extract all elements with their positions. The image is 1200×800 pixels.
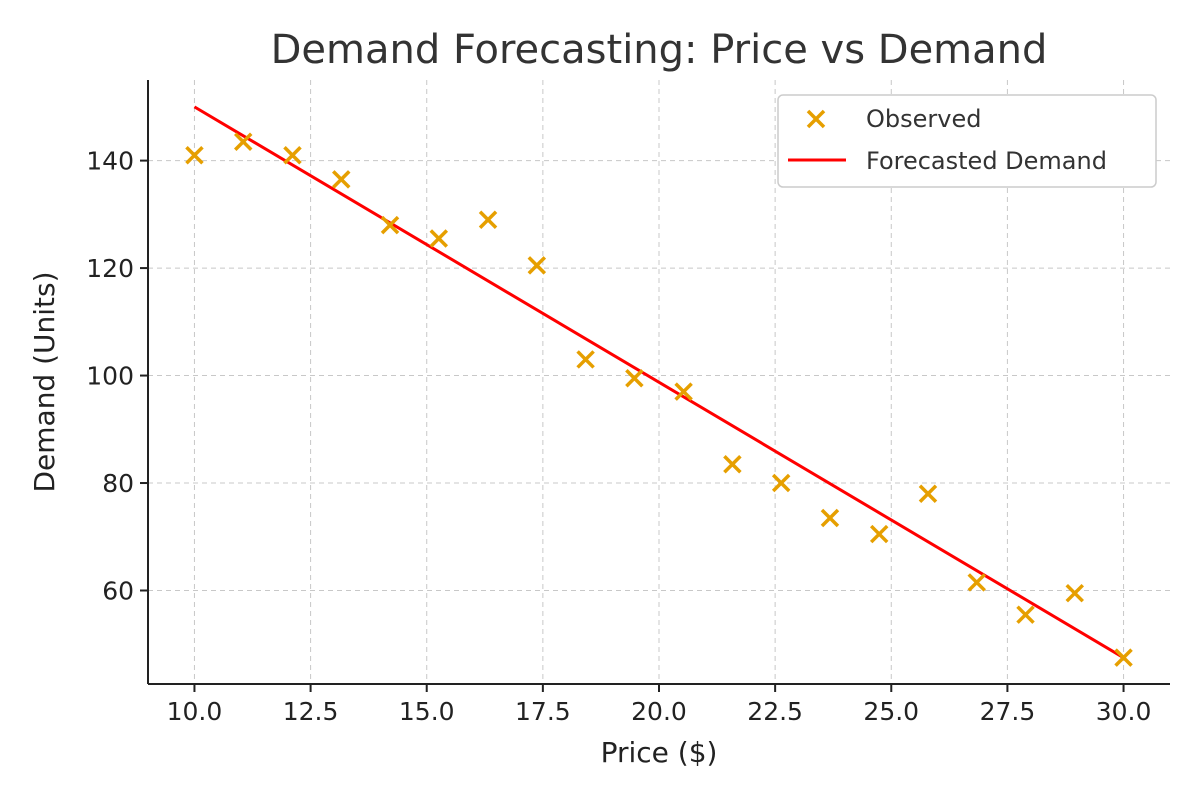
observed-point: [869, 524, 889, 544]
x-tick-label: 30.0: [1096, 697, 1152, 726]
x-tick-label: 12.5: [283, 697, 339, 726]
legend: Observed Forecasted Demand: [777, 94, 1157, 188]
observed-point: [233, 132, 253, 152]
observed-point: [967, 573, 986, 592]
observed-point: [380, 215, 400, 235]
observed-point: [332, 170, 351, 189]
x-tick-label: 27.5: [980, 697, 1036, 726]
ticks: 10.0 12.5 15.0 17.5 20.0 22.5 25.0 27.5 30.0 60 80…: [86, 147, 1151, 726]
y-axis-label: Demand (Units): [28, 271, 61, 492]
y-tick-label: 100: [86, 362, 134, 391]
x-tick-label: 20.0: [631, 697, 687, 726]
observed-point: [283, 145, 302, 165]
x-tick-label: 22.5: [747, 697, 803, 726]
x-tick-label: 17.5: [515, 697, 571, 726]
x-tick-label: 10.0: [167, 697, 223, 726]
y-tick-label: 120: [86, 254, 134, 283]
observed-point: [1065, 583, 1085, 603]
x-tick-label: 15.0: [399, 697, 455, 726]
legend-forecast-label: Forecasted Demand: [866, 147, 1107, 175]
observed-point: [625, 369, 644, 388]
observed-point: [429, 229, 449, 248]
x-tick-label: 25.0: [863, 697, 919, 726]
legend-observed-marker: [806, 109, 826, 129]
legend-observed-label: Observed: [866, 105, 981, 133]
observed-point: [723, 454, 742, 474]
x-axis-label: Price ($): [601, 736, 718, 769]
y-tick-label: 80: [102, 469, 134, 498]
observed-point: [771, 473, 791, 493]
observed-point: [1016, 605, 1035, 624]
observed-point: [478, 210, 498, 229]
observed-point: [576, 350, 595, 369]
observed-point: [820, 508, 840, 528]
observed-point: [527, 256, 547, 275]
y-tick-label: 60: [102, 576, 134, 605]
observed-point: [1114, 648, 1133, 667]
observed-point: [674, 382, 693, 401]
series: [185, 105, 1133, 667]
forecast-line: [193, 105, 1125, 659]
chart-title: Demand Forecasting: Price vs Demand: [271, 27, 1048, 73]
y-tick-label: 140: [86, 147, 134, 176]
legend-box: [777, 94, 1157, 188]
observed-point: [918, 484, 938, 504]
observed-point: [185, 145, 204, 165]
